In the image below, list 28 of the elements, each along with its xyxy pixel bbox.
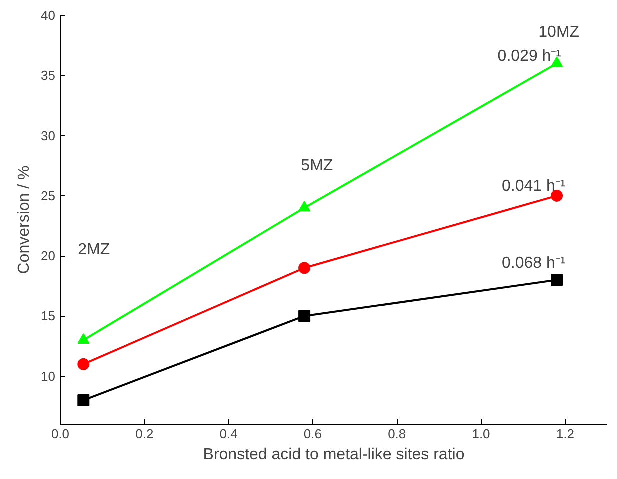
y-axis-title: Conversion / % [16, 166, 34, 274]
point [78, 358, 90, 370]
x-tick-label: 0.0 [51, 426, 70, 442]
point [78, 394, 90, 406]
y-tick-label: 25 [41, 188, 56, 204]
point [551, 274, 564, 286]
x-tick-label: 0.6 [304, 426, 322, 442]
annotation: 0.041 h⁻¹ [502, 178, 566, 195]
point [298, 201, 311, 212]
point [298, 262, 311, 274]
y-tick-label: 30 [41, 128, 56, 144]
x-tick-label: 0.2 [136, 426, 154, 442]
x-axis-title: Bronsted acid to metal-like sites ratio [203, 446, 465, 464]
annotation: 2MZ [78, 242, 110, 259]
point [298, 310, 311, 322]
annotation: 10MZ [538, 24, 580, 41]
y-tick-label: 15 [41, 308, 56, 324]
annotation: 0.068 h⁻¹ [502, 254, 566, 272]
x-tick-label: 0.8 [388, 426, 406, 442]
y-tick-label: 40 [41, 8, 56, 23]
y-tick-label: 10 [41, 368, 56, 384]
annotation: 0.029 h⁻¹ [498, 48, 562, 65]
y-tick-label: 20 [41, 248, 56, 264]
y-tick-label: 35 [41, 68, 56, 84]
x-tick-label: 1.2 [556, 426, 574, 442]
annotation: 5MZ [301, 157, 334, 174]
x-tick-label: 1.0 [472, 426, 490, 442]
x-tick-label: 0.4 [220, 426, 238, 442]
